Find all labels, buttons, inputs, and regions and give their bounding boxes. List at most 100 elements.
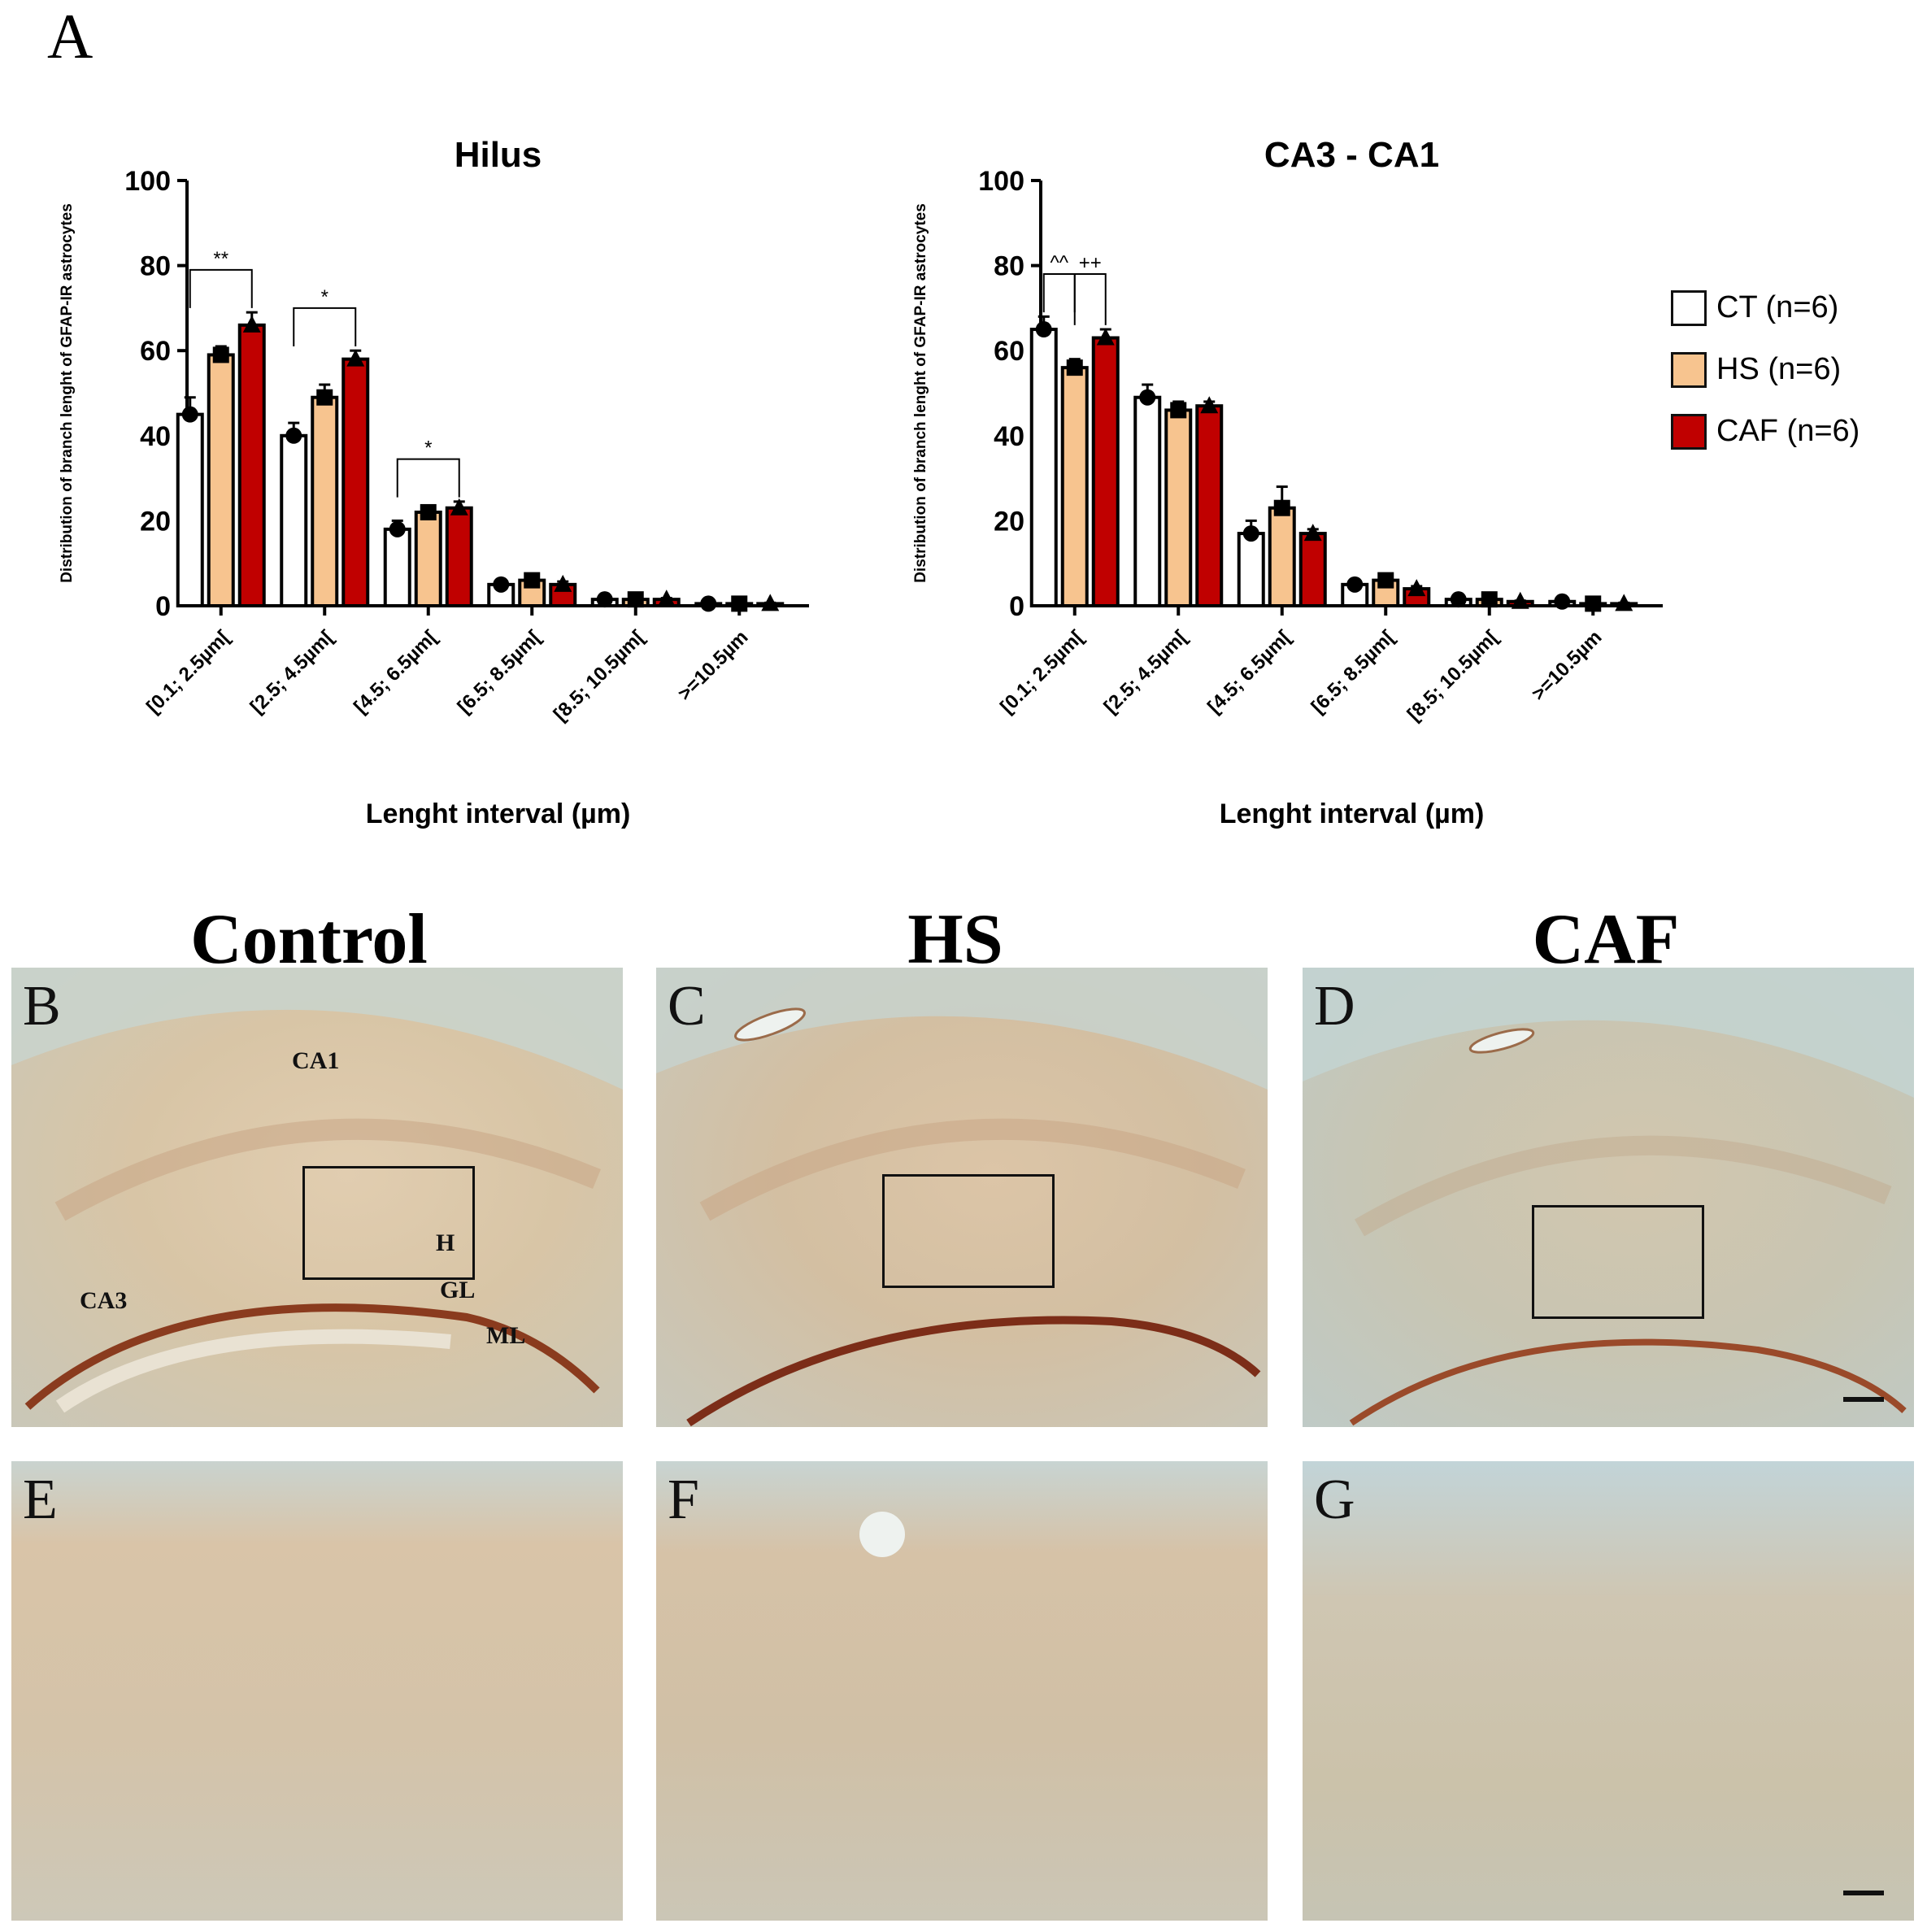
y-tick-label: 60 — [140, 336, 171, 367]
chart-ca3-ca1: CA3 - CA1 Distribution of branch lenght o… — [912, 135, 1663, 829]
x-axis-label: Lenght interval (µm) — [366, 798, 631, 829]
bar-1-1 — [311, 395, 339, 607]
data-marker-circle — [1554, 593, 1571, 610]
data-marker-triangle — [1615, 594, 1633, 611]
bar-2-0 — [1091, 336, 1120, 607]
scale-bar — [1843, 1891, 1884, 1895]
bar-2-2 — [1298, 532, 1327, 607]
column-header-caf: CAF — [1532, 900, 1680, 979]
y-tick-label: 0 — [155, 591, 171, 622]
data-marker-circle — [1346, 576, 1364, 593]
bar-1-2 — [1268, 506, 1296, 607]
vessel-hole — [859, 1512, 905, 1557]
data-marker-square — [524, 572, 541, 589]
hippocampus-shape — [656, 968, 1268, 1427]
column-header-control: Control — [190, 900, 428, 979]
data-marker-triangle — [1200, 396, 1219, 414]
scale-bar — [1843, 1397, 1884, 1402]
data-marker-square — [1377, 572, 1394, 589]
region-label-h: H — [436, 1229, 455, 1256]
hippocampus-shape — [11, 968, 623, 1413]
bar-1-1 — [1164, 408, 1193, 608]
x-tick-label: [0.1; 2.5µm[ — [142, 626, 234, 718]
data-marker-square — [1170, 402, 1187, 419]
x-axis-label: Lenght interval (µm) — [1220, 798, 1485, 829]
data-marker-circle — [596, 591, 613, 608]
micrograph-e: E — [11, 1461, 623, 1921]
data-marker-circle — [285, 427, 302, 444]
panel-label-f: F — [668, 1469, 699, 1531]
data-marker-triangle — [242, 315, 261, 333]
bar-0-0 — [176, 412, 204, 607]
y-tick-label: 0 — [1009, 591, 1024, 622]
legend-label-ct: CT (n=6) — [1716, 290, 1839, 324]
x-tick-label: >=10.5µm — [674, 626, 753, 705]
data-marker-square — [731, 595, 748, 612]
bar-0-1 — [280, 433, 308, 607]
significance-bracket — [1073, 273, 1107, 325]
data-marker-circle — [1242, 525, 1259, 542]
hippocampus-shape — [1303, 968, 1914, 1426]
x-tick-label: [8.5; 10.5µm[ — [1403, 626, 1503, 725]
data-marker-circle — [1035, 321, 1052, 338]
x-tick-label: [6.5; 8.5µm[ — [454, 626, 546, 718]
micrograph-f: F — [656, 1461, 1268, 1921]
significance-label: * — [321, 286, 328, 308]
x-tick-label: [4.5; 6.5µm[ — [350, 626, 442, 718]
y-tick-label: 40 — [140, 421, 171, 452]
x-tick-label: [8.5; 10.5µm[ — [550, 626, 649, 725]
data-marker-circle — [389, 520, 406, 537]
significance-bracket — [1042, 273, 1076, 313]
legend-swatch-hs — [1671, 352, 1707, 388]
legend-item-ct: CT (n=6) — [1671, 289, 1915, 329]
micrograph-d: D — [1303, 968, 1914, 1427]
significance-bracket — [396, 458, 460, 498]
panel-label-c: C — [668, 975, 706, 1038]
panel-label-g: G — [1314, 1469, 1355, 1531]
data-marker-circle — [1139, 389, 1156, 406]
y-tick-label: 100 — [978, 166, 1024, 197]
bar-2-1 — [1195, 404, 1224, 607]
bar-1-0 — [207, 353, 235, 607]
y-axis-label: Distribution of branch lenght of GFAP-IR… — [59, 203, 76, 583]
bar-0-0 — [1029, 328, 1058, 608]
significance-label: ++ — [1079, 252, 1102, 274]
bar-0-2 — [383, 527, 411, 607]
significance-label: * — [424, 437, 432, 459]
panel-label-b: B — [23, 975, 61, 1038]
data-marker-square — [627, 591, 644, 608]
bar-2-2 — [445, 506, 473, 607]
micrograph-b: B CA1 H GL CA3 ML — [11, 968, 623, 1427]
x-tick-label: [0.1; 2.5µm[ — [996, 626, 1088, 718]
micrograph-c: C — [656, 968, 1268, 1427]
data-marker-circle — [493, 576, 510, 593]
y-axis-label: Distribution of branch lenght of GFAP-IR… — [912, 203, 929, 583]
data-marker-square — [316, 389, 333, 406]
data-marker-square — [1585, 595, 1602, 612]
data-marker-triangle — [1096, 328, 1115, 346]
panel-label-e: E — [23, 1469, 58, 1531]
roi-rectangle — [302, 1166, 475, 1280]
region-label-ca1: CA1 — [292, 1047, 340, 1074]
x-tick-label: [2.5; 4.5µm[ — [1100, 626, 1192, 718]
micrograph-g: G — [1303, 1461, 1914, 1921]
y-tick-label: 80 — [140, 251, 171, 282]
significance-bracket — [189, 268, 253, 308]
significance-label: ^^ — [1050, 252, 1068, 274]
legend-swatch-caf — [1671, 414, 1707, 450]
y-tick-label: 60 — [994, 336, 1024, 367]
data-marker-triangle — [761, 594, 780, 611]
region-label-ca3: CA3 — [80, 1287, 128, 1314]
legend-swatch-ct — [1671, 290, 1707, 326]
data-marker-square — [1273, 499, 1290, 516]
bar-1-0 — [1060, 366, 1089, 607]
data-marker-triangle — [1511, 591, 1529, 609]
bar-1-2 — [414, 510, 442, 607]
y-tick-label: 20 — [994, 506, 1024, 537]
significance-bracket — [293, 307, 357, 346]
data-marker-triangle — [1407, 579, 1426, 597]
data-marker-square — [1481, 591, 1498, 608]
bar-0-1 — [1133, 395, 1162, 607]
panel-label-d: D — [1314, 975, 1355, 1038]
x-tick-label: [2.5; 4.5µm[ — [246, 626, 338, 718]
